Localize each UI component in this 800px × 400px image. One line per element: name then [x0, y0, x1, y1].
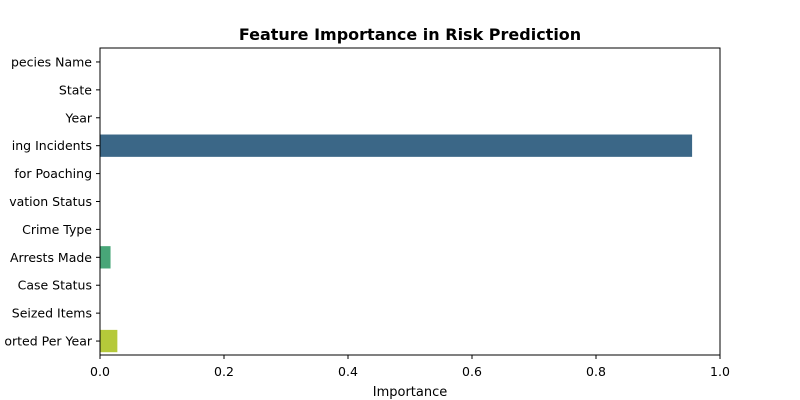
y-tick-label: Arrests Made: [10, 250, 92, 265]
plot-frame: [99, 47, 721, 356]
y-tick-label: Seized Items: [12, 306, 92, 321]
bars-layer: [100, 134, 693, 353]
y-tick-label: Year: [65, 110, 93, 125]
y-tick-label: for Poaching: [14, 166, 92, 181]
y-tick-label: Crime Type: [22, 222, 92, 237]
x-tick-label: 0.2: [214, 364, 234, 379]
x-tick-label: 0.6: [462, 364, 482, 379]
x-tick-label: 0.0: [90, 364, 110, 379]
bar-3: [100, 134, 693, 157]
bar-7: [100, 246, 111, 269]
y-tick-label: ing Incidents: [12, 138, 92, 153]
y-axis: pecies Name State Year ing Incidents for Po…: [4, 54, 100, 349]
x-axis: 0.0 0.2 0.4 0.6 0.8 1.0: [90, 355, 730, 379]
x-axis-label: Importance: [373, 385, 448, 400]
chart-title: Feature Importance in Risk Prediction: [239, 25, 581, 44]
y-tick-label: vation Status: [9, 194, 92, 209]
y-tick-label: orted Per Year: [4, 334, 93, 349]
x-tick-label: 0.8: [586, 364, 606, 379]
x-tick-label: 1.0: [710, 364, 730, 379]
y-tick-label: State: [59, 82, 92, 97]
x-tick-label: 0.4: [338, 364, 358, 379]
y-tick-label: pecies Name: [11, 54, 92, 69]
bar-10: [100, 329, 118, 353]
y-tick-label: Case Status: [18, 278, 92, 293]
